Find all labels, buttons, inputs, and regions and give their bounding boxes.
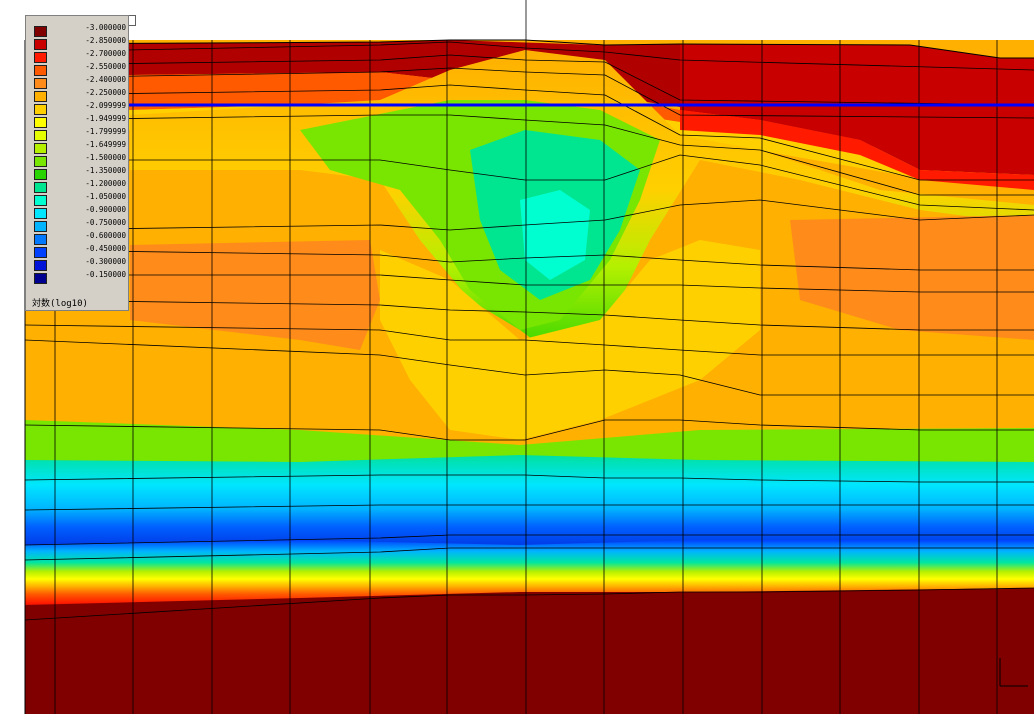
legend-swatch <box>34 195 47 206</box>
legend-swatch <box>34 169 47 180</box>
legend-value: -1.350000 <box>85 166 126 175</box>
legend-swatch <box>34 39 47 50</box>
legend-swatch <box>34 78 47 89</box>
legend-value: -2.700000 <box>85 49 126 58</box>
legend-swatch <box>34 143 47 154</box>
ground-surface-line <box>24 39 1034 59</box>
right-red-region <box>680 44 1034 175</box>
legend-swatch <box>34 117 47 128</box>
legend-value: -0.150000 <box>85 270 126 279</box>
legend-swatch <box>34 26 47 37</box>
legend-panel[interactable]: -3.000000 -2.850000 -2.700000 -2.550000 -2.4… <box>25 15 129 311</box>
legend-value: -0.300000 <box>85 257 126 266</box>
legend-swatch <box>34 104 47 115</box>
bottom-red-layer <box>25 588 1034 714</box>
right-red-edge <box>680 110 1034 190</box>
yellow-plume-lower <box>380 240 760 440</box>
legend-value: -1.050000 <box>85 192 126 201</box>
legend-value: -1.649999 <box>85 140 126 149</box>
legend-swatch <box>34 221 47 232</box>
legend-value: -0.600000 <box>85 231 126 240</box>
legend-value: -2.850000 <box>85 36 126 45</box>
mesh-vertical-lines <box>54 0 998 714</box>
mesh-horizontal-lines <box>24 41 1034 621</box>
legend-value: -2.099999 <box>85 101 126 110</box>
legend-value: -1.500000 <box>85 153 126 162</box>
orange-patch-right <box>790 215 1034 340</box>
axis-indicator-icon <box>999 658 1028 687</box>
legend-swatch <box>34 156 47 167</box>
corner-box <box>128 15 136 26</box>
legend-value: -1.949999 <box>85 114 126 123</box>
red-orange-transition <box>25 70 1034 160</box>
legend-swatch <box>34 247 47 258</box>
legend-swatch <box>34 65 47 76</box>
legend-swatch <box>34 52 47 63</box>
legend-value: -0.900000 <box>85 205 126 214</box>
legend-value: -0.750000 <box>85 218 126 227</box>
legend-swatch <box>34 234 47 245</box>
orange-patch-left <box>130 240 380 350</box>
legend-swatch <box>34 91 47 102</box>
legend-swatch <box>34 273 47 284</box>
legend-swatch <box>34 260 47 271</box>
legend-value: -0.450000 <box>85 244 126 253</box>
legend-swatch <box>34 208 47 219</box>
legend-value: -2.250000 <box>85 88 126 97</box>
legend-swatch <box>34 182 47 193</box>
legend-value: -1.200000 <box>85 179 126 188</box>
legend-swatch <box>34 130 47 141</box>
legend-value: -1.799999 <box>85 127 126 136</box>
legend-value: -3.000000 <box>85 23 126 32</box>
legend-caption: 対数(log10) <box>32 299 88 309</box>
legend-value: -2.400000 <box>85 75 126 84</box>
legend-value: -2.550000 <box>85 62 126 71</box>
